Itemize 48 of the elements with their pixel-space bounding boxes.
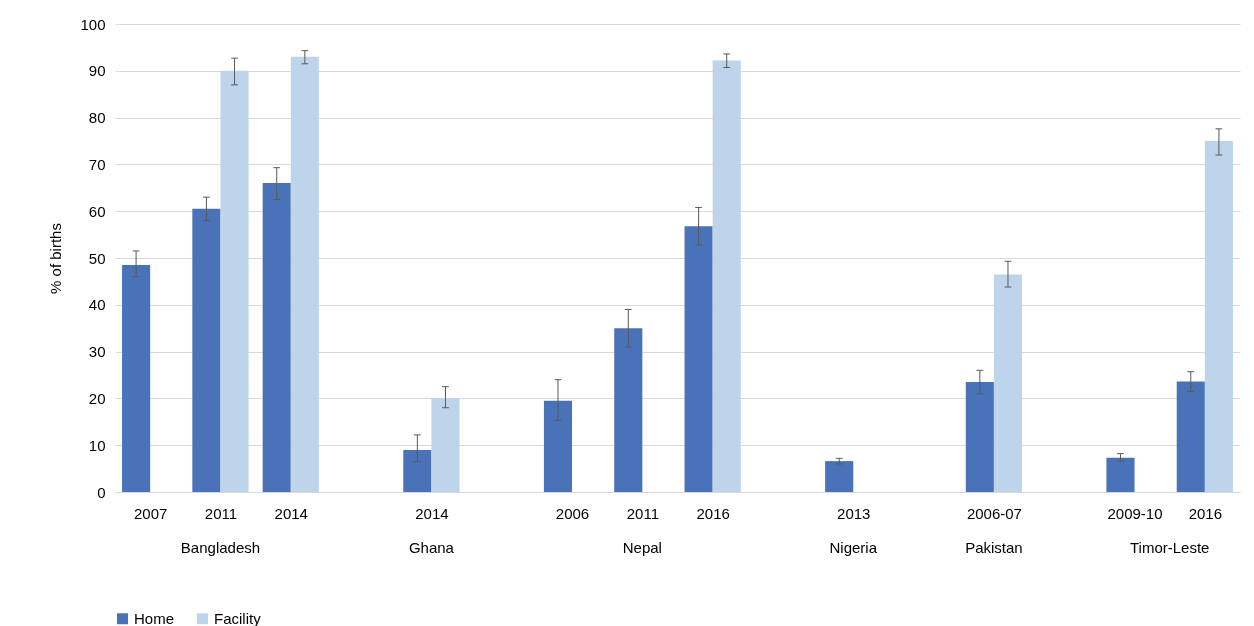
text: Nepal <box>622 539 662 556</box>
y-tick-label: 90 <box>88 62 106 80</box>
x-tick-label: 2016 <box>696 504 730 522</box>
bar <box>543 400 573 492</box>
y-tick-label: 20 <box>88 389 106 407</box>
bar <box>993 274 1023 492</box>
y-tick-label: 10 <box>88 436 106 454</box>
x-tick-label: 2006 <box>555 504 590 522</box>
bar <box>262 183 291 492</box>
bar <box>614 328 643 492</box>
x-tick-label: 2009-10 <box>1107 504 1163 522</box>
y-tick-label: 80 <box>88 109 106 127</box>
x-tick-label: 2006-07 <box>966 504 1022 522</box>
bar <box>122 265 151 492</box>
bar <box>403 449 432 492</box>
bar <box>431 398 460 492</box>
legend-label: Home <box>134 609 175 626</box>
bar <box>1176 381 1205 492</box>
bar <box>192 208 221 492</box>
y-tick-label: 70 <box>88 155 106 173</box>
x-tick-label: 2007 <box>133 504 168 522</box>
y-axis-title: % of births <box>47 223 65 294</box>
bar <box>965 382 994 492</box>
y-tick-label: 60 <box>88 202 106 220</box>
x-tick-label: 2016 <box>1188 504 1223 522</box>
text: Ghana <box>408 539 455 556</box>
bar <box>825 461 854 492</box>
text: Nigeria <box>829 539 878 556</box>
bar <box>684 226 713 492</box>
y-tick-label: 30 <box>88 343 106 361</box>
y-tick-label: 100 <box>80 15 106 33</box>
bar <box>1204 141 1233 492</box>
x-tick-label: 2014 <box>274 504 308 522</box>
bar <box>220 70 249 492</box>
x-tick-label: 2013 <box>837 504 871 522</box>
y-tick-label: 40 <box>88 296 106 314</box>
x-tick-label: 2014 <box>415 504 449 522</box>
x-tick-label: 2011 <box>626 504 659 522</box>
bar <box>712 60 741 492</box>
y-tick-label: 0 <box>97 483 106 501</box>
y-tick-label: 50 <box>88 249 106 267</box>
legend-label: Facility <box>214 609 262 626</box>
text: Timor-Leste <box>1129 539 1210 556</box>
x-tick-label: 2011 <box>204 504 238 522</box>
text: Pakistan <box>965 539 1023 556</box>
text: Bangladesh <box>180 539 261 556</box>
bar <box>290 56 319 492</box>
bar <box>1106 457 1135 492</box>
